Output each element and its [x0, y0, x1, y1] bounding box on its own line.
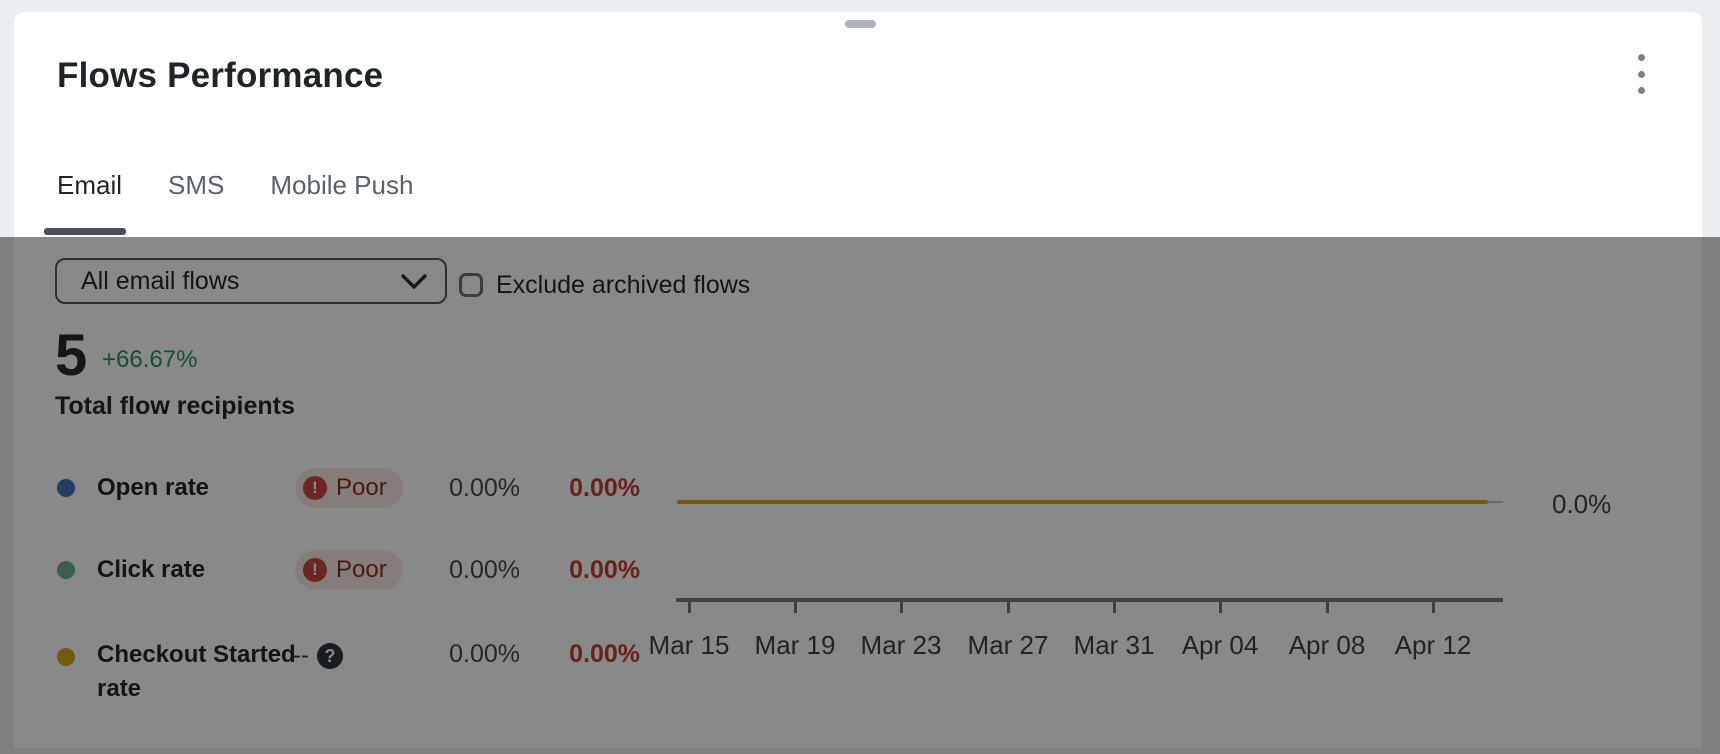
- x-axis-tick: [1432, 602, 1435, 613]
- total-recipients-value: 5: [55, 323, 88, 388]
- metric-row-checkout-started-rate: Checkout Started rate -- ? 0.00% 0.00%: [0, 634, 700, 724]
- x-axis-tick: [794, 602, 797, 613]
- exclude-archived-label: Exclude archived flows: [496, 271, 751, 299]
- flow-filter-select[interactable]: All email flows: [55, 258, 447, 304]
- channel-tabs: Email SMS Mobile Push: [57, 170, 413, 201]
- x-axis-tick: [1326, 602, 1329, 613]
- kebab-dot-icon: [1637, 87, 1645, 94]
- series-dot-open-rate: [57, 479, 75, 497]
- current-value: 0.00%: [569, 474, 640, 502]
- x-axis-tick: [1219, 602, 1222, 613]
- previous-value: 0.00%: [449, 556, 520, 584]
- chart-zero-line-tail: [1488, 501, 1503, 503]
- series-dot-checkout-started: [57, 648, 75, 666]
- current-value: 0.00%: [569, 640, 640, 668]
- metric-label: Open rate: [97, 474, 210, 501]
- chart-x-axis: [676, 598, 1503, 602]
- flow-filter-value: All email flows: [81, 267, 240, 295]
- x-axis-tick: [1113, 602, 1116, 613]
- x-axis-label: Apr 08: [1288, 630, 1366, 660]
- status-badge-text: Poor: [336, 474, 387, 501]
- y-axis-label: 0.0%: [1552, 489, 1612, 519]
- metric-label: Click rate: [97, 556, 206, 583]
- metric-label: Checkout Started rate: [97, 641, 296, 702]
- x-axis-label: Mar 23: [860, 630, 942, 660]
- x-axis-label: Mar 27: [967, 630, 1049, 660]
- kebab-dot-icon: [1637, 54, 1645, 61]
- recipients-change-badge: +66.67%: [102, 346, 198, 373]
- help-icon[interactable]: ?: [316, 643, 343, 669]
- exclude-archived-checkbox[interactable]: [459, 273, 483, 297]
- status-badge-poor: ! Poor: [295, 468, 403, 508]
- current-value: 0.00%: [569, 556, 640, 584]
- alert-icon: !: [303, 558, 327, 582]
- flows-performance-card: [14, 12, 1702, 748]
- active-tab-indicator: [44, 228, 126, 235]
- status-empty: -- ?: [293, 642, 343, 670]
- x-axis-tick: [688, 602, 691, 613]
- drag-handle-icon[interactable]: [845, 20, 876, 28]
- no-data-dashes: --: [293, 642, 309, 669]
- total-recipients-label: Total flow recipients: [55, 392, 295, 420]
- kebab-menu-button[interactable]: [1630, 54, 1652, 94]
- previous-value: 0.00%: [449, 474, 520, 502]
- kebab-dot-icon: [1637, 70, 1645, 78]
- tab-sms[interactable]: SMS: [168, 170, 225, 200]
- x-axis-tick: [900, 602, 903, 613]
- series-dot-click-rate: [57, 561, 75, 579]
- x-axis-tick: [1007, 602, 1010, 613]
- x-axis-label: Apr 04: [1181, 630, 1259, 660]
- previous-value: 0.00%: [449, 640, 520, 668]
- page-title: Flows Performance: [57, 56, 384, 95]
- tab-email[interactable]: Email: [57, 170, 123, 200]
- x-axis-label: Mar 31: [1073, 630, 1155, 660]
- status-badge-text: Poor: [336, 556, 387, 583]
- x-axis-label: Mar 15: [648, 630, 730, 660]
- x-axis-label: Mar 19: [754, 630, 836, 660]
- metric-row-click-rate: Click rate ! Poor 0.00% 0.00%: [0, 550, 700, 590]
- alert-icon: !: [303, 476, 327, 500]
- chart-zero-line: [677, 500, 1488, 504]
- chevron-down-icon: [401, 274, 427, 289]
- metric-row-open-rate: Open rate ! Poor 0.00% 0.00%: [0, 468, 700, 508]
- x-axis-label: Apr 12: [1394, 630, 1472, 660]
- status-badge-poor: ! Poor: [295, 550, 403, 590]
- tab-mobile-push[interactable]: Mobile Push: [270, 170, 414, 200]
